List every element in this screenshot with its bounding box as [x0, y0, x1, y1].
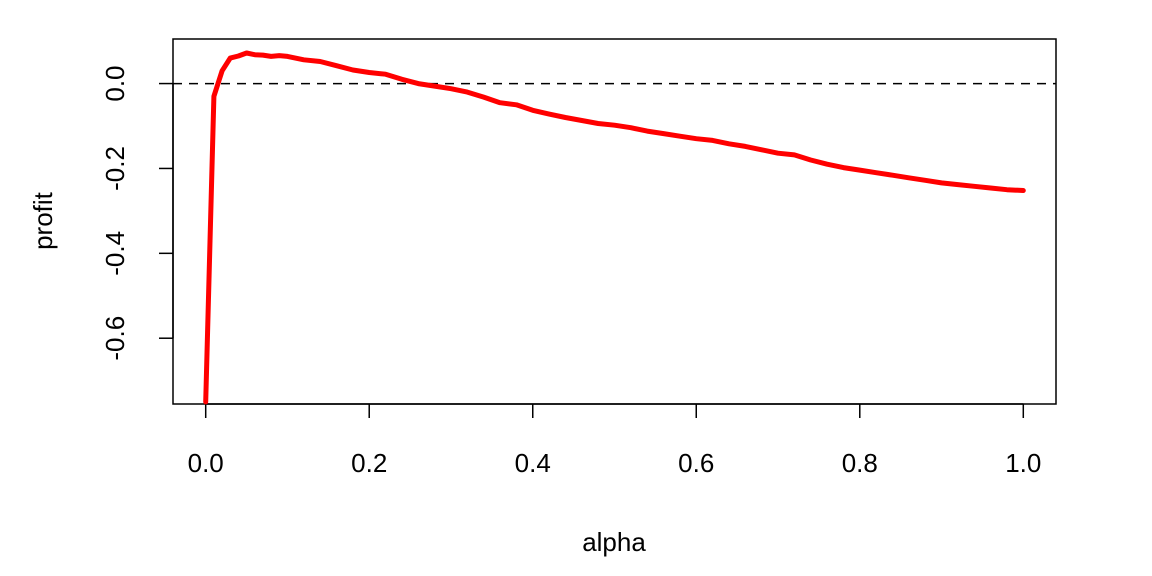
x-tick-label: 0.4 [515, 448, 551, 478]
y-axis: -0.6 -0.4 -0.2 0.0 [100, 65, 174, 361]
plot-frame [172, 38, 1057, 405]
y-tick-label: -0.2 [100, 146, 130, 191]
x-axis-title: alpha [582, 527, 646, 557]
x-tick-label: 0.6 [678, 448, 714, 478]
x-tick-label: 0.0 [188, 448, 224, 478]
x-tick-label: 0.2 [351, 448, 387, 478]
y-tick-label: -0.4 [100, 231, 130, 276]
x-axis: 0.0 0.2 0.4 0.6 0.8 1.0 [188, 403, 1041, 478]
x-tick-label: 1.0 [1005, 448, 1041, 478]
y-axis-title: profit [28, 191, 58, 250]
profit-series-line [203, 50, 1026, 405]
x-tick-label: 0.8 [842, 448, 878, 478]
y-tick-label: -0.6 [100, 316, 130, 361]
y-tick-label: 0.0 [100, 65, 130, 101]
